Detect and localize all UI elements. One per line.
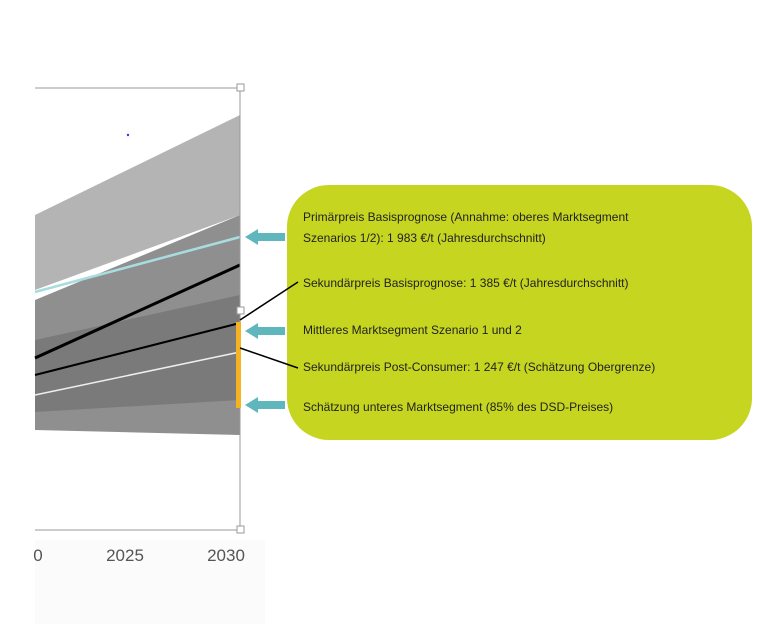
- line-secondary: [34, 263, 241, 360]
- arrow: [245, 323, 285, 339]
- line-middle: [34, 322, 241, 376]
- plot: [34, 83, 245, 534]
- callout-line: Sekundärpreis Post-Consumer: 1 247 €/t (…: [303, 360, 655, 374]
- panel-bg: [35, 540, 265, 624]
- pointer: [239, 347, 299, 369]
- lower-band: [35, 295, 240, 412]
- x-tick-label: 2025: [106, 546, 144, 565]
- range-bar: [236, 322, 241, 408]
- upper-band: [35, 115, 240, 290]
- line-post-consumer: [34, 351, 241, 396]
- callout: [287, 185, 752, 440]
- pointer: [239, 281, 299, 321]
- arrows: [245, 229, 285, 413]
- callout-line: Schätzung unteres Marktsegment (85% des …: [303, 400, 613, 414]
- callout-line: Mittleres Marktsegment Szenario 1 und 2: [303, 323, 522, 337]
- callout-line: Szenarios 1/2): 1 983 €/t (Jahresdurchsc…: [303, 231, 546, 245]
- handle: [236, 306, 245, 315]
- handle: [236, 83, 245, 92]
- dot: [126, 133, 130, 137]
- callout-text: Primärpreis Basisprognose (Annahme: ober…: [303, 210, 655, 414]
- line-primary: [34, 235, 241, 294]
- arrow: [245, 229, 285, 245]
- x-tick-label: 2030: [207, 546, 245, 565]
- callout-line: Primärpreis Basisprognose (Annahme: ober…: [303, 210, 629, 224]
- callout-line: Sekundärpreis Basisprognose: 1 385 €/t (…: [303, 276, 629, 290]
- handle: [236, 525, 245, 534]
- x-tick-label: 0: [33, 546, 42, 565]
- arrow: [245, 397, 285, 413]
